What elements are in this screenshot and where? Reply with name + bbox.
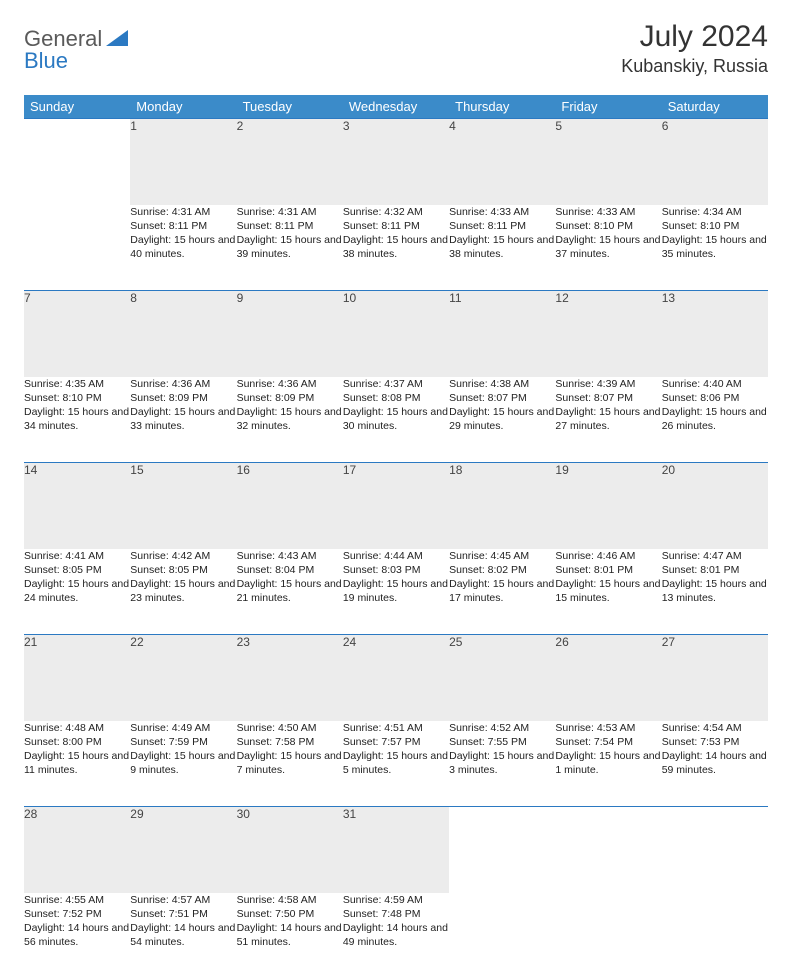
weekday-header-row: SundayMondayTuesdayWednesdayThursdayFrid…	[24, 95, 768, 119]
page-title: July 2024	[621, 20, 768, 54]
week-0-daynum-row: 123456	[24, 119, 768, 205]
calendar-table: SundayMondayTuesdayWednesdayThursdayFrid…	[24, 95, 768, 979]
day-10-number: 10	[343, 291, 449, 377]
empty-cell	[555, 893, 661, 979]
week-3-daynum-row: 21222324252627	[24, 635, 768, 721]
day-20-number: 20	[662, 463, 768, 549]
weekday-saturday: Saturday	[662, 95, 768, 119]
day-3-number: 3	[343, 119, 449, 205]
day-27-details: Sunrise: 4:54 AMSunset: 7:53 PMDaylight:…	[662, 721, 768, 807]
weekday-thursday: Thursday	[449, 95, 555, 119]
empty-cell	[555, 807, 661, 893]
day-6-details: Sunrise: 4:34 AMSunset: 8:10 PMDaylight:…	[662, 205, 768, 291]
weekday-tuesday: Tuesday	[237, 95, 343, 119]
day-22-details: Sunrise: 4:49 AMSunset: 7:59 PMDaylight:…	[130, 721, 236, 807]
week-0-content-row: Sunrise: 4:31 AMSunset: 8:11 PMDaylight:…	[24, 205, 768, 291]
day-19-details: Sunrise: 4:46 AMSunset: 8:01 PMDaylight:…	[555, 549, 661, 635]
day-26-number: 26	[555, 635, 661, 721]
day-12-number: 12	[555, 291, 661, 377]
day-31-details: Sunrise: 4:59 AMSunset: 7:48 PMDaylight:…	[343, 893, 449, 979]
week-2-content-row: Sunrise: 4:41 AMSunset: 8:05 PMDaylight:…	[24, 549, 768, 635]
day-16-number: 16	[237, 463, 343, 549]
day-24-details: Sunrise: 4:51 AMSunset: 7:57 PMDaylight:…	[343, 721, 449, 807]
calendar-body: 123456Sunrise: 4:31 AMSunset: 8:11 PMDay…	[24, 119, 768, 979]
day-23-number: 23	[237, 635, 343, 721]
day-23-details: Sunrise: 4:50 AMSunset: 7:58 PMDaylight:…	[237, 721, 343, 807]
day-4-details: Sunrise: 4:33 AMSunset: 8:11 PMDaylight:…	[449, 205, 555, 291]
day-7-details: Sunrise: 4:35 AMSunset: 8:10 PMDaylight:…	[24, 377, 130, 463]
week-1-content-row: Sunrise: 4:35 AMSunset: 8:10 PMDaylight:…	[24, 377, 768, 463]
weekday-friday: Friday	[555, 95, 661, 119]
week-4-content-row: Sunrise: 4:55 AMSunset: 7:52 PMDaylight:…	[24, 893, 768, 979]
day-14-number: 14	[24, 463, 130, 549]
day-14-details: Sunrise: 4:41 AMSunset: 8:05 PMDaylight:…	[24, 549, 130, 635]
day-13-details: Sunrise: 4:40 AMSunset: 8:06 PMDaylight:…	[662, 377, 768, 463]
day-12-details: Sunrise: 4:39 AMSunset: 8:07 PMDaylight:…	[555, 377, 661, 463]
week-3-content-row: Sunrise: 4:48 AMSunset: 8:00 PMDaylight:…	[24, 721, 768, 807]
day-9-number: 9	[237, 291, 343, 377]
day-24-number: 24	[343, 635, 449, 721]
day-1-number: 1	[130, 119, 236, 205]
day-11-details: Sunrise: 4:38 AMSunset: 8:07 PMDaylight:…	[449, 377, 555, 463]
day-29-details: Sunrise: 4:57 AMSunset: 7:51 PMDaylight:…	[130, 893, 236, 979]
day-13-number: 13	[662, 291, 768, 377]
day-15-number: 15	[130, 463, 236, 549]
day-28-details: Sunrise: 4:55 AMSunset: 7:52 PMDaylight:…	[24, 893, 130, 979]
day-18-details: Sunrise: 4:45 AMSunset: 8:02 PMDaylight:…	[449, 549, 555, 635]
day-5-number: 5	[555, 119, 661, 205]
day-2-details: Sunrise: 4:31 AMSunset: 8:11 PMDaylight:…	[237, 205, 343, 291]
brand-triangle-icon	[106, 28, 128, 51]
day-17-number: 17	[343, 463, 449, 549]
empty-cell	[662, 893, 768, 979]
day-29-number: 29	[130, 807, 236, 893]
day-18-number: 18	[449, 463, 555, 549]
brand-part2: Blue	[24, 48, 68, 74]
day-11-number: 11	[449, 291, 555, 377]
day-6-number: 6	[662, 119, 768, 205]
day-19-number: 19	[555, 463, 661, 549]
header: General July 2024 Kubanskiy, Russia	[24, 20, 768, 77]
empty-cell	[449, 893, 555, 979]
day-10-details: Sunrise: 4:37 AMSunset: 8:08 PMDaylight:…	[343, 377, 449, 463]
day-17-details: Sunrise: 4:44 AMSunset: 8:03 PMDaylight:…	[343, 549, 449, 635]
weekday-sunday: Sunday	[24, 95, 130, 119]
day-15-details: Sunrise: 4:42 AMSunset: 8:05 PMDaylight:…	[130, 549, 236, 635]
day-7-number: 7	[24, 291, 130, 377]
day-21-number: 21	[24, 635, 130, 721]
day-20-details: Sunrise: 4:47 AMSunset: 8:01 PMDaylight:…	[662, 549, 768, 635]
empty-cell	[449, 807, 555, 893]
empty-cell	[662, 807, 768, 893]
day-1-details: Sunrise: 4:31 AMSunset: 8:11 PMDaylight:…	[130, 205, 236, 291]
day-30-number: 30	[237, 807, 343, 893]
day-2-number: 2	[237, 119, 343, 205]
day-31-number: 31	[343, 807, 449, 893]
weekday-wednesday: Wednesday	[343, 95, 449, 119]
day-3-details: Sunrise: 4:32 AMSunset: 8:11 PMDaylight:…	[343, 205, 449, 291]
day-28-number: 28	[24, 807, 130, 893]
day-26-details: Sunrise: 4:53 AMSunset: 7:54 PMDaylight:…	[555, 721, 661, 807]
day-25-details: Sunrise: 4:52 AMSunset: 7:55 PMDaylight:…	[449, 721, 555, 807]
day-30-details: Sunrise: 4:58 AMSunset: 7:50 PMDaylight:…	[237, 893, 343, 979]
weekday-monday: Monday	[130, 95, 236, 119]
location-label: Kubanskiy, Russia	[621, 56, 768, 77]
day-25-number: 25	[449, 635, 555, 721]
day-16-details: Sunrise: 4:43 AMSunset: 8:04 PMDaylight:…	[237, 549, 343, 635]
day-27-number: 27	[662, 635, 768, 721]
day-8-number: 8	[130, 291, 236, 377]
week-4-daynum-row: 28293031	[24, 807, 768, 893]
day-4-number: 4	[449, 119, 555, 205]
title-block: July 2024 Kubanskiy, Russia	[621, 20, 768, 77]
day-22-number: 22	[130, 635, 236, 721]
empty-cell	[24, 119, 130, 205]
day-5-details: Sunrise: 4:33 AMSunset: 8:10 PMDaylight:…	[555, 205, 661, 291]
day-9-details: Sunrise: 4:36 AMSunset: 8:09 PMDaylight:…	[237, 377, 343, 463]
empty-cell	[24, 205, 130, 291]
day-8-details: Sunrise: 4:36 AMSunset: 8:09 PMDaylight:…	[130, 377, 236, 463]
week-2-daynum-row: 14151617181920	[24, 463, 768, 549]
day-21-details: Sunrise: 4:48 AMSunset: 8:00 PMDaylight:…	[24, 721, 130, 807]
week-1-daynum-row: 78910111213	[24, 291, 768, 377]
